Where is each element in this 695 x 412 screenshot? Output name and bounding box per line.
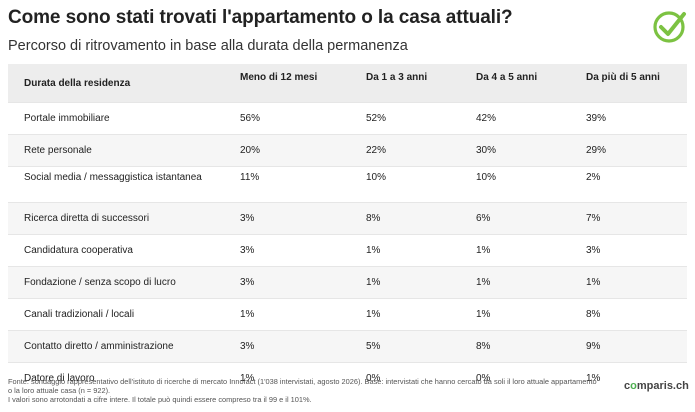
table-row: Candidatura cooperativa 3% 1% 1% 3%: [8, 234, 687, 266]
table-cell: 56%: [240, 112, 261, 124]
header-1-3-years: Da 1 a 3 anni: [366, 72, 428, 83]
table-cell: 1%: [476, 308, 491, 320]
row-label: Rete personale: [24, 144, 92, 156]
row-label: Contatto diretto / amministrazione: [24, 340, 174, 352]
table-row: Fondazione / senza scopo di lucro 3% 1% 1% 1…: [8, 266, 687, 298]
table-cell: 1%: [476, 244, 491, 256]
table-row: Rete personale 20% 22% 30% 29%: [8, 134, 687, 166]
table-cell: 7%: [586, 212, 601, 224]
row-label: Portale immobiliare: [24, 112, 110, 124]
table-cell: 3%: [586, 244, 601, 256]
page-title: Come sono stati trovati l'appartamento o…: [8, 7, 513, 28]
table-cell: 1%: [476, 276, 491, 288]
table-cell: 30%: [476, 144, 497, 156]
table-cell: 3%: [240, 244, 255, 256]
row-label: Fondazione / senza scopo di lucro: [24, 276, 176, 288]
table-cell: 42%: [476, 112, 497, 124]
results-table-container: Durata della residenza Meno di 12 mesi D…: [8, 64, 687, 394]
table-cell: 0%: [366, 372, 381, 384]
table-cell: 3%: [240, 212, 255, 224]
table-row: Portale immobiliare 56% 52% 42% 39%: [8, 102, 687, 134]
table-cell: 1%: [586, 372, 601, 384]
table-cell: 10%: [366, 171, 387, 183]
table-cell: 1%: [366, 276, 381, 288]
table-cell: 1%: [586, 276, 601, 288]
table-cell: 8%: [476, 340, 491, 352]
header-residence-duration: Durata della residenza: [24, 78, 131, 89]
table-cell: 11%: [240, 171, 260, 183]
table-cell: 1%: [240, 308, 255, 320]
table-cell: 3%: [240, 276, 255, 288]
results-table: Durata della residenza Meno di 12 mesi D…: [8, 64, 687, 394]
header-less-12-months: Meno di 12 mesi: [240, 72, 318, 83]
table-cell: 39%: [586, 112, 607, 124]
table-header-row: Durata della residenza Meno di 12 mesi D…: [8, 64, 687, 102]
row-label: Datore di lavoro: [24, 372, 95, 384]
row-label: Ricerca diretta di successori: [24, 212, 150, 224]
brand-suffix: mparis.ch: [636, 380, 689, 392]
table-cell: 22%: [366, 144, 387, 156]
table-row: Ricerca diretta di successori 3% 8% 6% 7%: [8, 202, 687, 234]
row-label: Candidatura cooperativa: [24, 244, 133, 256]
brand-prefix: c: [624, 380, 631, 392]
brand-accent: o: [630, 380, 637, 392]
table-cell: 1%: [366, 308, 381, 320]
table-cell: 20%: [240, 144, 261, 156]
page-subtitle: Percorso di ritrovamento in base alla du…: [8, 38, 408, 54]
footer-source: Fonte: sondaggio rappresentativo dell'is…: [8, 377, 597, 395]
header-4-5-years: Da 4 a 5 anni: [476, 72, 538, 83]
table-cell: 6%: [476, 212, 491, 224]
footer-note: I valori sono arrotondati a cifre intere…: [8, 395, 312, 404]
table-row: Social media / messaggistica istantanea 1…: [8, 166, 687, 202]
table-cell: 1%: [240, 372, 255, 384]
header-more-5-years: Da più di 5 anni: [586, 72, 660, 83]
footer-notes: Fonte: sondaggio rappresentativo dell'is…: [8, 377, 598, 404]
row-label: Canali tradizionali / locali: [24, 308, 135, 320]
table-cell: 2%: [586, 171, 601, 183]
brand-logo: comparis.ch: [624, 380, 689, 392]
table-cell: 8%: [366, 212, 381, 224]
table-row: Canali tradizionali / locali 1% 1% 1% 8%: [8, 298, 687, 330]
table-cell: 8%: [586, 308, 601, 320]
check-circle-icon: [653, 11, 686, 43]
row-label: Social media / messaggistica istantanea: [24, 171, 202, 183]
table-cell: 29%: [586, 144, 607, 156]
table-row: Contatto diretto / amministrazione 3% 5% 8%…: [8, 330, 687, 362]
table-cell: 0%: [476, 372, 491, 384]
table-cell: 9%: [586, 340, 601, 352]
table-cell: 5%: [366, 340, 381, 352]
table-cell: 52%: [366, 112, 387, 124]
table-row: Datore di lavoro 1% 0% 0% 1%: [8, 362, 687, 394]
table-cell: 1%: [366, 244, 381, 256]
table-cell: 3%: [240, 340, 255, 352]
table-cell: 10%: [476, 171, 497, 183]
